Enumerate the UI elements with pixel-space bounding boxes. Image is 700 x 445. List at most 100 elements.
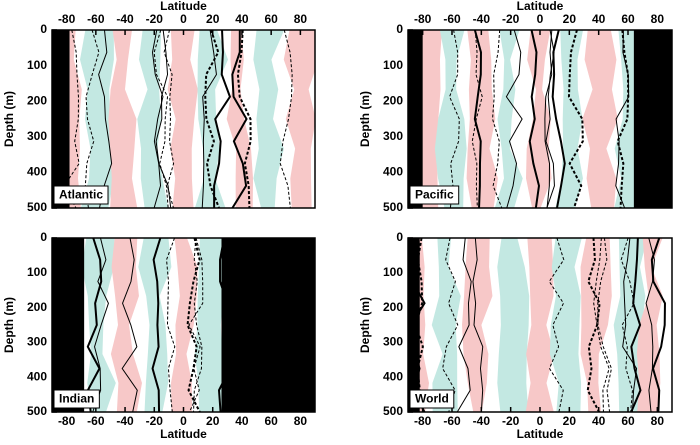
panel-label: World xyxy=(415,392,449,406)
contour-line xyxy=(155,30,172,208)
land-mask xyxy=(408,238,420,412)
contour-line xyxy=(650,238,666,412)
anomaly-fill xyxy=(170,238,198,412)
land-mask xyxy=(633,30,672,208)
panel-label-box xyxy=(409,185,460,205)
y-tick-label: 400 xyxy=(383,369,403,383)
contour-line xyxy=(193,238,203,412)
y-tick-label: 0 xyxy=(40,22,47,36)
y-tick-label: 0 xyxy=(40,230,47,244)
anomaly-fill xyxy=(636,238,663,412)
x-tick-label: 0 xyxy=(180,12,187,26)
contour-line xyxy=(615,30,630,208)
x-tick-label: -60 xyxy=(443,12,461,26)
x-tick-label: 0 xyxy=(180,414,187,428)
y-axis-label: Depth (m) xyxy=(2,297,16,353)
contour-line xyxy=(551,30,566,208)
x-tick-label: 80 xyxy=(651,12,665,26)
contour-line xyxy=(86,238,103,412)
x-axis-label: Latitude xyxy=(160,427,207,441)
contour-line xyxy=(166,238,176,412)
x-tick-label: 60 xyxy=(621,12,635,26)
y-axis-label: Depth (m) xyxy=(358,91,372,147)
x-tick-label: -40 xyxy=(473,12,491,26)
contour-line xyxy=(204,30,220,208)
y-tick-label: 100 xyxy=(383,265,403,279)
anomaly-fill xyxy=(167,30,198,208)
y-tick-label: 400 xyxy=(27,369,47,383)
panel-label: Atlantic xyxy=(59,188,103,202)
contour-line xyxy=(213,30,232,208)
x-tick-label: -40 xyxy=(473,414,491,428)
contour-line xyxy=(472,238,484,412)
x-axis-label: Latitude xyxy=(517,427,564,441)
contour-line xyxy=(593,238,610,412)
x-tick-label: -80 xyxy=(58,12,76,26)
y-tick-label: 200 xyxy=(383,300,403,314)
x-tick-label: -80 xyxy=(58,414,76,428)
contour-line xyxy=(471,30,483,208)
y-tick-label: 300 xyxy=(27,335,47,349)
x-tick-label: 0 xyxy=(537,12,544,26)
y-tick-label: 500 xyxy=(383,404,403,418)
anomaly-fill xyxy=(462,238,493,412)
contour-line xyxy=(121,238,138,412)
anomaly-fill xyxy=(108,30,138,208)
y-tick-label: 400 xyxy=(383,165,403,179)
x-tick-label: -20 xyxy=(502,12,520,26)
contour-line xyxy=(473,30,482,208)
anomaly-fill xyxy=(194,30,228,208)
x-tick-label: -80 xyxy=(414,414,432,428)
anomaly-fill xyxy=(137,30,169,208)
plot-area xyxy=(52,30,315,208)
x-tick-label: -40 xyxy=(116,414,134,428)
contour-line xyxy=(84,30,100,208)
y-tick-label: 200 xyxy=(383,93,403,107)
land-mask xyxy=(52,30,70,208)
anomaly-fill xyxy=(283,30,315,208)
plot-area xyxy=(408,238,666,412)
contour-line xyxy=(622,238,638,412)
plot-area xyxy=(52,238,315,412)
y-axis-label: Depth (m) xyxy=(358,297,372,353)
x-tick-label: 40 xyxy=(235,414,249,428)
anomaly-fill xyxy=(466,30,498,208)
y-tick-label: 500 xyxy=(383,200,403,214)
y-tick-label: 0 xyxy=(396,22,403,36)
land-mask xyxy=(221,238,315,412)
anomaly-fill xyxy=(525,238,555,412)
panel-label: Pacific xyxy=(415,188,454,202)
y-tick-label: 300 xyxy=(383,129,403,143)
x-tick-label: 80 xyxy=(294,414,308,428)
x-axis-label: Latitude xyxy=(160,0,207,13)
y-tick-label: 100 xyxy=(383,58,403,72)
y-tick-label: 300 xyxy=(383,335,403,349)
y-tick-label: 200 xyxy=(27,93,47,107)
y-tick-label: 400 xyxy=(27,165,47,179)
contour-line xyxy=(151,238,162,412)
panel-label: Indian xyxy=(59,392,94,406)
x-tick-label: 80 xyxy=(294,12,308,26)
contour-line xyxy=(98,30,113,208)
x-tick-label: 40 xyxy=(235,12,249,26)
panel-label-box xyxy=(53,185,109,205)
x-tick-label: -20 xyxy=(146,414,164,428)
contour-line xyxy=(442,238,459,412)
x-tick-label: -60 xyxy=(87,414,105,428)
anomaly-fill xyxy=(582,30,618,208)
panel-label-box xyxy=(409,389,455,409)
y-tick-label: 100 xyxy=(27,265,47,279)
contour-line xyxy=(544,30,553,208)
contour-line xyxy=(567,30,584,208)
x-tick-label: -20 xyxy=(502,414,520,428)
contour-line xyxy=(153,30,169,208)
y-axis-label: Depth (m) xyxy=(2,91,16,147)
contour-line xyxy=(92,238,109,412)
y-tick-label: 500 xyxy=(27,200,47,214)
contour-line xyxy=(505,30,523,208)
panel-label-box xyxy=(53,389,100,409)
x-tick-label: 20 xyxy=(206,414,220,428)
contour-line xyxy=(630,238,642,412)
plot-area xyxy=(408,30,672,208)
